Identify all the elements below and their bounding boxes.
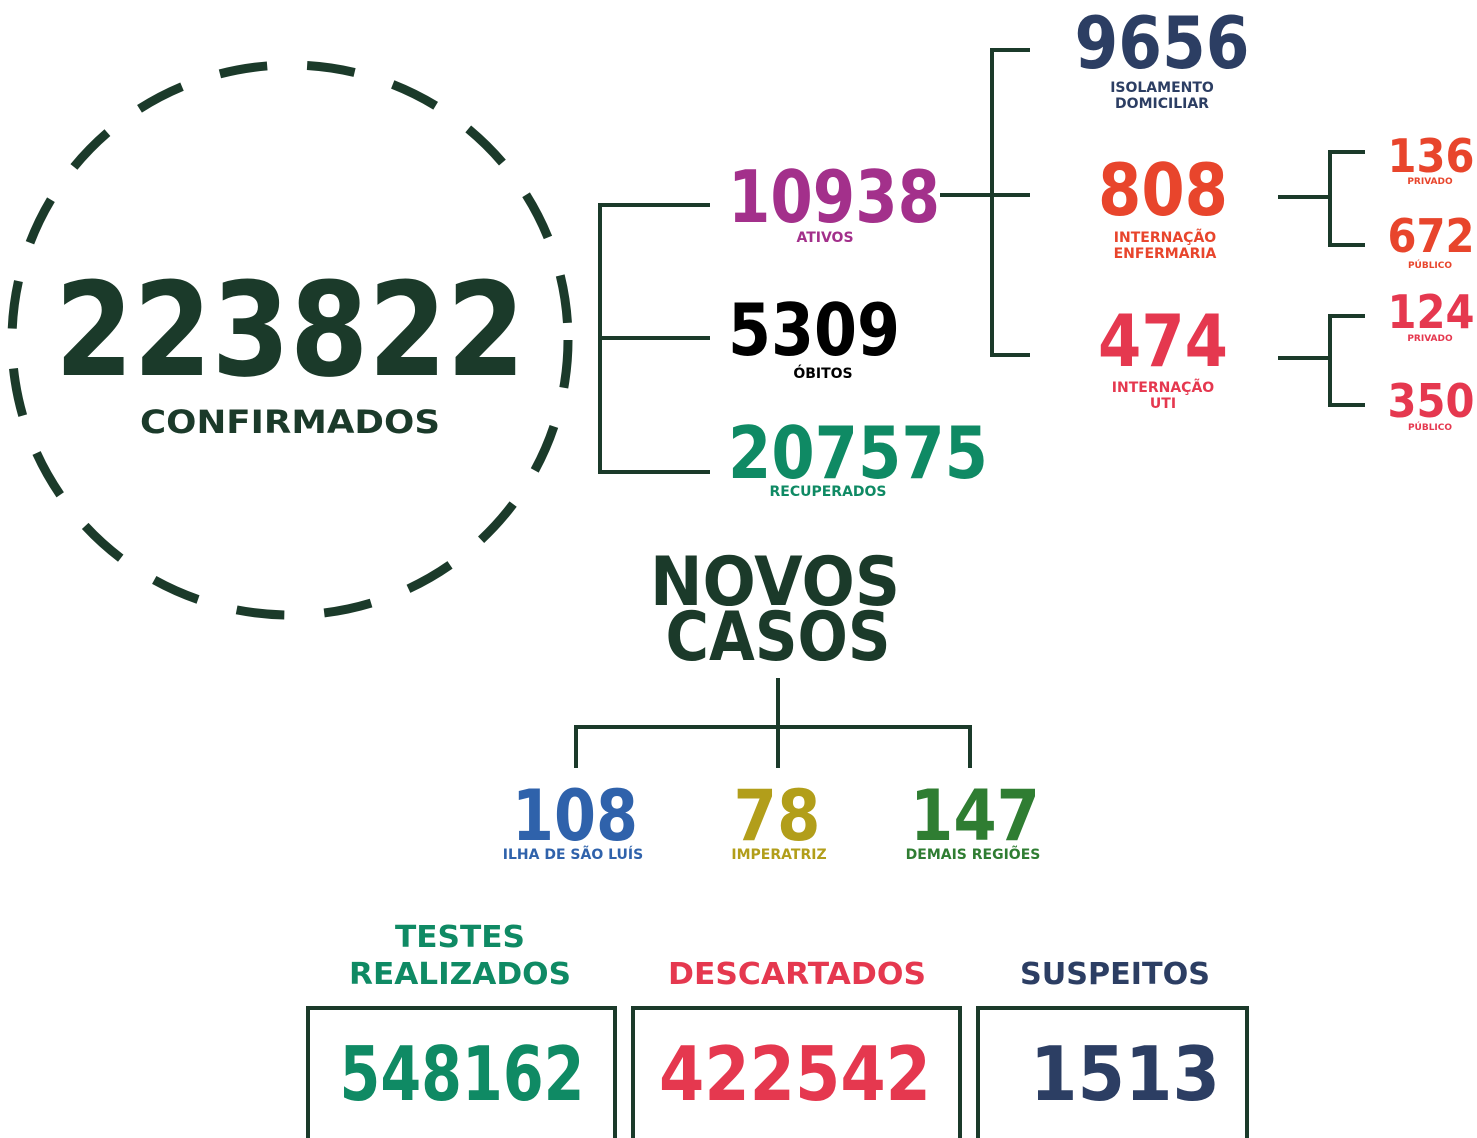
value: 108 bbox=[512, 775, 638, 857]
label: RECUPERADOS bbox=[769, 484, 886, 500]
label: DEMAIS REGIÕES bbox=[906, 845, 1041, 863]
label: PÚBLICO bbox=[1408, 259, 1452, 271]
label: PRIVADO bbox=[1407, 177, 1453, 187]
label: PÚBLICO bbox=[1408, 421, 1452, 433]
value: 136 bbox=[1388, 129, 1475, 183]
boxes bbox=[306, 1006, 1249, 1138]
label: INTERNAÇÃO bbox=[1112, 379, 1214, 396]
value: 548162 bbox=[340, 1030, 585, 1118]
value: 808 bbox=[1098, 148, 1228, 232]
title: SUSPEITOS bbox=[1020, 957, 1210, 992]
value: 78 bbox=[734, 775, 821, 857]
connectors bbox=[7, 48, 1365, 1138]
title: CASOS bbox=[666, 598, 891, 677]
value: 1513 bbox=[1030, 1030, 1220, 1118]
value: 5309 bbox=[728, 288, 900, 372]
label: ENFERMARIA bbox=[1114, 246, 1217, 262]
value: 124 bbox=[1388, 285, 1475, 339]
label: ÓBITOS bbox=[793, 364, 852, 382]
value: 672 bbox=[1388, 209, 1475, 263]
value: 223822 bbox=[55, 254, 525, 406]
value: 9656 bbox=[1075, 1, 1250, 85]
value: 10938 bbox=[728, 155, 940, 239]
bracket bbox=[598, 203, 710, 474]
bracket bbox=[940, 48, 1030, 357]
label: PRIVADO bbox=[1407, 334, 1453, 344]
title: TESTES bbox=[395, 920, 525, 955]
value: 474 bbox=[1098, 299, 1228, 383]
title: NOVOS bbox=[650, 543, 900, 622]
label: ATIVOS bbox=[796, 230, 853, 246]
bracket bbox=[1278, 150, 1365, 247]
label: ILHA DE SÃO LUÍS bbox=[503, 846, 643, 863]
title: DESCARTADOS bbox=[668, 957, 926, 992]
tree bbox=[574, 678, 972, 768]
value: 350 bbox=[1388, 374, 1475, 428]
bracket bbox=[1278, 314, 1365, 407]
value: 147 bbox=[910, 775, 1040, 857]
label: INTERNAÇÃO bbox=[1114, 229, 1216, 246]
value: 422542 bbox=[659, 1030, 931, 1118]
label: ISOLAMENTO bbox=[1110, 80, 1214, 96]
label: CONFIRMADOS bbox=[140, 403, 440, 441]
label: DOMICILIAR bbox=[1115, 96, 1209, 112]
label: IMPERATRIZ bbox=[731, 847, 826, 863]
label: UTI bbox=[1150, 396, 1176, 412]
value: 207575 bbox=[728, 411, 988, 495]
title: REALIZADOS bbox=[349, 957, 571, 992]
dashed-circle bbox=[7, 60, 573, 620]
